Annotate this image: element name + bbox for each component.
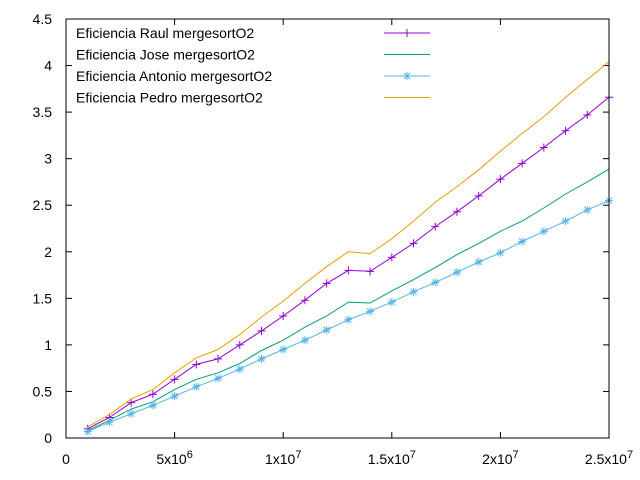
y-tick-label: 4 [44, 58, 52, 74]
data-point [257, 326, 266, 335]
legend-item: Eficiencia Pedro mergesortO2 [76, 90, 430, 106]
legend-swatch-marker [403, 29, 411, 37]
legend-label: Eficiencia Antonio mergesortO2 [76, 68, 272, 84]
data-point [235, 365, 244, 374]
x-tick-label: 1.5x107 [368, 449, 416, 467]
y-tick-label: 0 [44, 430, 52, 446]
data-point [518, 237, 527, 246]
legend-item: Eficiencia Raul mergesortO2 [76, 25, 430, 41]
y-tick-label: 1 [44, 337, 52, 353]
data-point [474, 258, 483, 267]
series-line [87, 61, 610, 428]
x-tick-label: 0 [62, 451, 70, 467]
data-point [279, 312, 288, 321]
y-tick-label: 2.5 [33, 197, 53, 213]
data-point [583, 205, 592, 214]
data-point [561, 126, 570, 135]
series-4 [87, 61, 610, 428]
data-point [148, 390, 157, 399]
data-point [409, 287, 418, 296]
legend-label: Eficiencia Jose mergesortO2 [76, 47, 255, 63]
data-point [127, 398, 136, 407]
data-point [235, 340, 244, 349]
series-line [87, 168, 610, 432]
data-point [409, 239, 418, 248]
data-point [322, 279, 331, 288]
x-tick-label: 1x107 [265, 449, 301, 467]
data-point [561, 217, 570, 226]
data-point [300, 296, 309, 305]
legend-label: Eficiencia Raul mergesortO2 [76, 25, 254, 41]
data-point [366, 307, 375, 316]
y-tick-label: 0.5 [33, 383, 53, 399]
data-point [322, 325, 331, 334]
x-tick-label: 2.5x107 [585, 449, 633, 467]
y-tick-label: 4.5 [33, 11, 53, 27]
data-point [518, 159, 527, 168]
data-point [279, 345, 288, 354]
data-point [452, 268, 461, 277]
data-point [170, 375, 179, 384]
data-point [431, 222, 440, 231]
data-point [105, 418, 114, 427]
series-layer [83, 61, 613, 436]
data-point [366, 267, 375, 276]
x-tick-label: 5x106 [156, 449, 192, 467]
y-tick-label: 3.5 [33, 104, 53, 120]
data-point [300, 336, 309, 345]
data-point [257, 354, 266, 363]
data-point [214, 354, 223, 363]
data-point [431, 278, 440, 287]
data-point [170, 392, 179, 401]
data-point [474, 191, 483, 200]
data-point [583, 110, 592, 119]
y-axis-ticks: 0 0.5 1 1.5 2 2.5 3 3.5 4 4.5 [33, 11, 609, 446]
data-point [344, 266, 353, 275]
legend-item: Eficiencia Jose mergesortO2 [76, 47, 430, 63]
legend-swatch-marker [403, 72, 411, 80]
plot-border [65, 18, 610, 439]
series-2 [87, 168, 610, 432]
data-point [148, 401, 157, 410]
y-tick-label: 3 [44, 151, 52, 167]
data-point [496, 175, 505, 184]
data-point [539, 143, 548, 152]
data-point [539, 227, 548, 236]
y-tick-label: 2 [44, 244, 52, 260]
legend-label: Eficiencia Pedro mergesortO2 [76, 90, 263, 106]
data-point [387, 298, 396, 307]
data-point [496, 248, 505, 257]
data-point [192, 382, 201, 391]
legend: Eficiencia Raul mergesortO2 Eficiencia Jo… [76, 25, 430, 106]
data-point [344, 315, 353, 324]
legend-item: Eficiencia Antonio mergesortO2 [76, 68, 430, 84]
data-point [83, 427, 92, 436]
data-point [192, 360, 201, 369]
data-point [214, 374, 223, 383]
data-point [452, 207, 461, 216]
y-tick-label: 1.5 [33, 290, 53, 306]
plot-background [66, 19, 609, 438]
data-point [387, 253, 396, 262]
x-tick-label: 2x107 [482, 449, 518, 467]
data-point [127, 409, 136, 418]
